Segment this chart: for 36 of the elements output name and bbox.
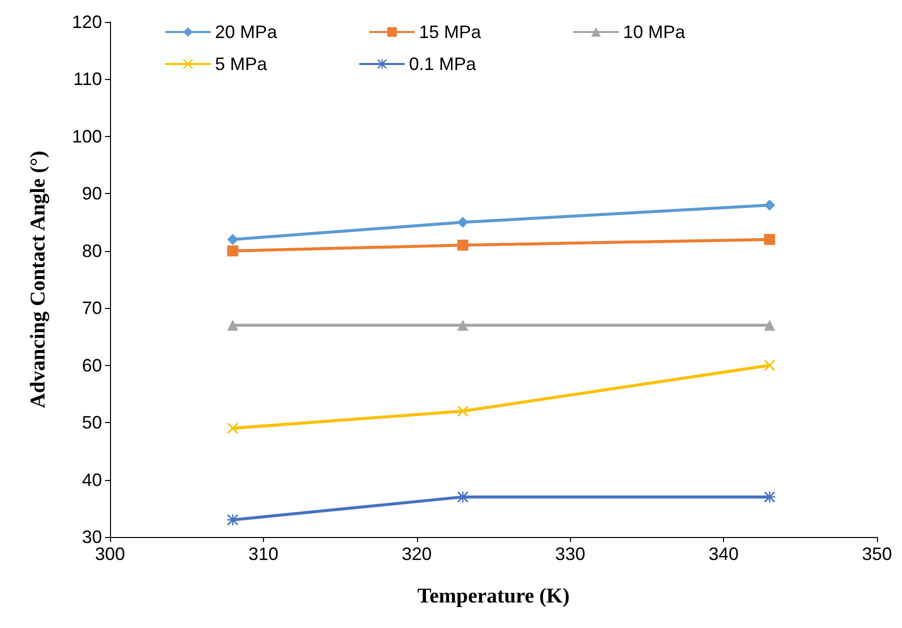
y-tick-label: 30: [82, 527, 102, 547]
point: [764, 360, 776, 371]
point: [764, 320, 776, 331]
y-tick-label: 100: [72, 126, 102, 146]
y-tick-label: 60: [82, 355, 102, 376]
legend-label: 20 MPa: [215, 22, 278, 42]
point: [764, 234, 776, 245]
point: [457, 240, 468, 251]
x-tick-label: 310: [248, 544, 278, 564]
x-tick-label: 340: [708, 544, 739, 564]
point: [227, 234, 238, 245]
y-tick-label: 110: [73, 69, 102, 90]
y-tick-label: 120: [72, 12, 102, 32]
x-tick-label: 320: [402, 544, 432, 564]
legend-label: 10 MPa: [623, 22, 686, 42]
point: [227, 514, 238, 526]
point: [457, 406, 468, 417]
point: [227, 320, 238, 331]
point: [457, 216, 468, 228]
point: [227, 245, 238, 256]
legend-label: 15 MPa: [419, 22, 482, 42]
y-tick-label: 50: [82, 412, 102, 433]
point: [227, 422, 238, 434]
y-tick-label: 90: [82, 184, 102, 204]
x-axis-title: Temperature (K): [417, 584, 570, 608]
y-tick-label: 80: [82, 240, 102, 261]
x-tick-label: 300: [94, 544, 126, 564]
legend-label: 0.1 MPa: [409, 54, 478, 74]
y-axis-title: Advancing Contact Angle (°): [26, 150, 50, 408]
x-tick-label: 350: [862, 544, 892, 564]
point: [457, 320, 468, 331]
y-tick-label: 40: [82, 470, 102, 490]
legend-label: 5 MPa: [215, 54, 268, 74]
x-tick-label: 330: [555, 544, 586, 564]
y-tick-label: 70: [82, 298, 102, 318]
point: [764, 200, 776, 211]
